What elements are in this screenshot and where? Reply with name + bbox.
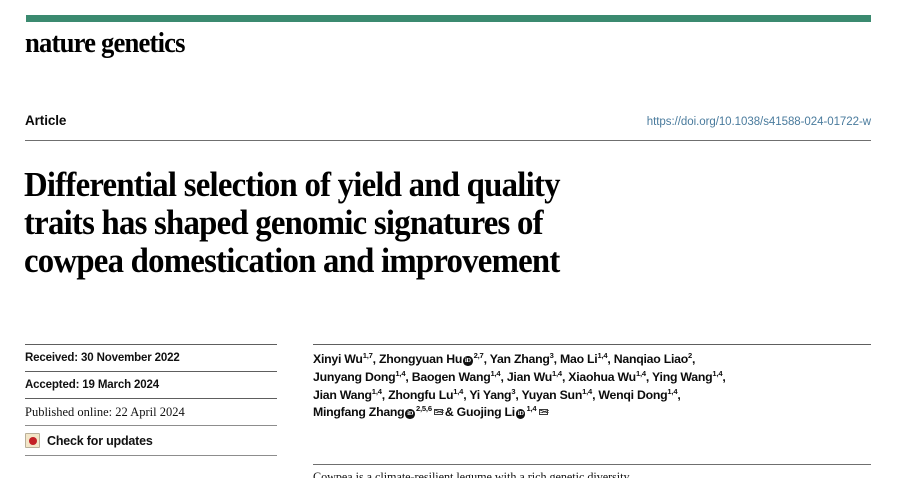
author-affil-sup: 3 — [511, 386, 516, 396]
crossmark-icon — [25, 433, 40, 448]
author-name[interactable]: Zhongyuan Hu — [379, 352, 463, 366]
journal-brand-bar — [26, 15, 871, 22]
author-name[interactable]: Wenqi Dong — [598, 387, 668, 402]
history-divider-2 — [25, 398, 277, 399]
author-name[interactable]: Zhongfu Lu — [388, 387, 454, 402]
author-name[interactable]: Jian Wang — [313, 387, 372, 402]
received-date: Received: 30 November 2022 — [25, 352, 180, 364]
author-separator: , — [500, 369, 507, 384]
author-line-4: Mingfang Zhang iD2,5,6 & Guojing Li iD1,4 — [313, 404, 871, 422]
email-icon[interactable] — [538, 408, 549, 416]
author-affil-sup: 1,4 — [395, 368, 406, 378]
author-separator: , — [607, 352, 614, 366]
author-line-2: Junyang Dong1,4, Baogen Wang1,4, Jian Wu… — [313, 369, 871, 387]
author-name[interactable]: Nanqiao Liao — [613, 352, 688, 366]
author-name[interactable]: Junyang Dong — [313, 369, 396, 384]
author-affil-sup: 2,5,6 — [415, 404, 432, 414]
publication-history: Received: 30 November 2022 Accepted: 19 … — [25, 344, 277, 456]
title-line-3: cowpea domestication and improvement — [24, 242, 560, 281]
crossmark-dot — [28, 436, 37, 445]
author-name[interactable]: Yan Zhang — [489, 352, 550, 366]
article-type-label: Article — [25, 113, 67, 128]
author-separator: , — [515, 387, 522, 402]
doi-link[interactable]: https://doi.org/10.1038/s41588-024-01722… — [646, 116, 871, 128]
orcid-icon[interactable]: iD — [463, 356, 473, 366]
author-separator: , — [722, 369, 726, 384]
check-for-updates-label: Check for updates — [47, 433, 153, 448]
author-affil-sup: 1,4 — [490, 368, 501, 378]
author-affil-sup: 1,4 — [667, 386, 678, 396]
kicker-divider — [25, 140, 871, 141]
author-separator: , — [372, 352, 380, 366]
accepted-date: Accepted: 19 March 2024 — [25, 379, 159, 391]
authors-divider-top — [313, 344, 871, 345]
check-for-updates-button[interactable]: Check for updates — [25, 426, 277, 455]
author-name[interactable]: Xinyi Wu — [313, 352, 363, 366]
published-date: Published online: 22 April 2024 — [25, 405, 185, 419]
author-line-3: Jian Wang1,4, Zhongfu Lu1,4, Yi Yang3, Y… — [313, 387, 871, 405]
author-list: Xinyi Wu1,7, Zhongyuan Hu iD2,7, Yan Zhan… — [313, 345, 871, 422]
history-divider-top — [25, 344, 277, 345]
author-name[interactable]: Mingfang Zhang — [313, 405, 405, 420]
abstract-preview: Cowpea is a climate-resilient legume wit… — [313, 470, 871, 478]
author-affil-sup: 1,4 — [453, 386, 464, 396]
author-separator: , — [677, 387, 681, 402]
author-name[interactable]: Ying Wang — [652, 369, 713, 384]
author-affil-sup: 1,4 — [712, 368, 723, 378]
author-separator: , — [405, 369, 412, 384]
author-affil-sup: 1,4 — [526, 404, 537, 414]
journal-masthead[interactable]: nature genetics — [25, 27, 186, 59]
author-name[interactable]: Jian Wu — [506, 369, 552, 384]
author-separator: , — [645, 369, 653, 384]
author-line-1: Xinyi Wu1,7, Zhongyuan Hu iD2,7, Yan Zhan… — [313, 351, 871, 369]
abstract-first-line: Cowpea is a climate-resilient legume wit… — [313, 470, 630, 478]
title-line-2: traits has shaped genomic signatures of — [24, 204, 544, 243]
author-affil-sup: 1,4 — [371, 386, 382, 396]
author-separator: , — [463, 387, 470, 402]
author-separator: , — [592, 387, 599, 402]
article-kicker-row: Article https://doi.org/10.1038/s41588-0… — [25, 113, 871, 141]
orcid-icon[interactable]: iD — [405, 409, 415, 419]
title-line-1: Differential selection of yield and qual… — [24, 166, 560, 205]
author-affil-sup: 1,4 — [551, 368, 562, 378]
author-name[interactable]: Baogen Wang — [411, 369, 491, 384]
author-separator: , — [483, 352, 490, 366]
history-divider-3 — [25, 425, 277, 426]
author-name[interactable]: Mao Li — [560, 352, 598, 366]
author-affil-sup: 2,7 — [473, 350, 484, 360]
author-affil-sup: 1,4 — [582, 386, 593, 396]
author-separator: , — [381, 387, 389, 402]
author-affil-sup: 1,7 — [362, 350, 373, 360]
author-name[interactable]: Yi Yang — [469, 387, 512, 402]
author-affil-sup: 1,4 — [635, 368, 646, 378]
page-title: Differential selection of yield and qual… — [24, 166, 784, 280]
history-divider-1 — [25, 371, 277, 372]
author-ampersand: & — [444, 405, 457, 420]
author-separator: , — [561, 369, 569, 384]
author-separator: , — [553, 352, 560, 366]
author-affil-sup: 3 — [549, 350, 554, 360]
author-separator: , — [692, 352, 696, 366]
author-name[interactable]: Guojing Li — [456, 405, 516, 420]
abstract-divider — [313, 464, 871, 465]
author-affil-sup: 2 — [687, 350, 693, 360]
author-affil-sup: 1,4 — [597, 350, 608, 360]
email-icon[interactable] — [434, 408, 445, 416]
author-name[interactable]: Xiaohua Wu — [568, 369, 636, 384]
history-divider-bottom — [25, 455, 277, 456]
author-block: Xinyi Wu1,7, Zhongyuan Hu iD2,7, Yan Zhan… — [313, 344, 871, 422]
orcid-icon[interactable]: iD — [515, 409, 526, 419]
author-name[interactable]: Yuyan Sun — [521, 387, 583, 402]
